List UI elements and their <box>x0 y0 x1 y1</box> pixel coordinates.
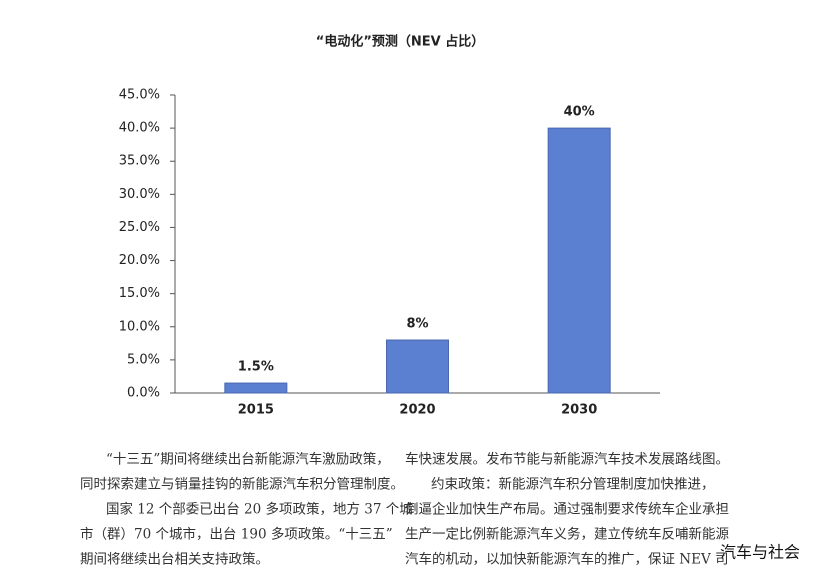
body-line: 倒逼企业加快生产布局。通过强制要求传统车企业承担 <box>405 501 729 518</box>
y-tick-label: 40.0% <box>119 121 160 136</box>
body-line: 车快速发展。发布节能与新能源汽车技术发展路线图。 <box>405 451 729 468</box>
body-line: 期间将继续出台相关支持政策。 <box>80 551 269 568</box>
x-tick-label: 2015 <box>238 403 274 418</box>
body-line: 汽车的机动，以加快新能源汽车的推广，保证 NEV 司 <box>405 551 729 568</box>
value-label: 40% <box>564 105 595 120</box>
y-tick-label: 15.0% <box>119 286 160 301</box>
x-tick-label: 2020 <box>399 403 435 418</box>
body-line: 同时探索建立与销量挂钩的新能源汽车积分管理制度。 <box>80 476 404 493</box>
value-label: 1.5% <box>238 360 274 375</box>
y-tick-label: 30.0% <box>119 187 160 202</box>
y-tick-label: 45.0% <box>119 88 160 103</box>
x-tick-label: 2030 <box>561 403 597 418</box>
chart-title: “电动化”预测（NEV 占比） <box>316 34 484 50</box>
y-tick-label: 0.0% <box>127 386 160 401</box>
y-tick-label: 20.0% <box>119 253 160 268</box>
bar <box>386 339 449 394</box>
y-tick-label: 25.0% <box>119 220 160 235</box>
y-tick-label: 35.0% <box>119 154 160 169</box>
value-label: 8% <box>406 317 428 332</box>
watermark: 汽车与社会 <box>720 543 800 562</box>
bar <box>224 382 288 394</box>
body-line: “十三五”期间将继续出台新能源汽车激励政策， <box>106 451 390 468</box>
body-line: 国家 12 个部委已出台 20 多项政策，地方 37 个城 <box>106 501 413 518</box>
y-tick-label: 10.0% <box>119 319 160 334</box>
body-line: 约束政策：新能源汽车积分管理制度加快推进， <box>431 476 715 493</box>
body-line: 市（群）70 个城市，出台 190 多项政策。“十三五” <box>80 526 393 543</box>
y-tick-label: 5.0% <box>127 352 160 367</box>
body-line: 生产一定比例新能源汽车义务，建立传统车反哺新能源 <box>405 526 729 543</box>
bar <box>547 127 611 394</box>
